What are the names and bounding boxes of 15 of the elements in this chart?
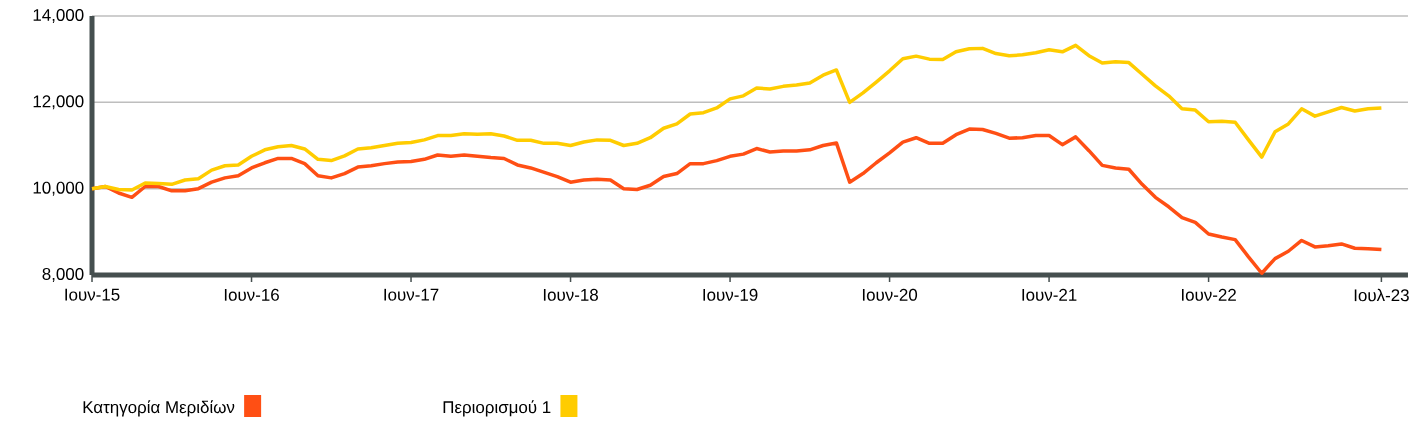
legend-label: Κατηγορία Μεριδίων bbox=[83, 400, 235, 417]
y-tick-label: 8,000 bbox=[42, 268, 84, 282]
x-tick-label: Ιουν-20 bbox=[862, 288, 918, 301]
x-tick-label: Ιουν-22 bbox=[1181, 288, 1236, 301]
x-tick-label: Ιουν-15 bbox=[65, 288, 120, 301]
y-tick-label: 12,000 bbox=[33, 95, 84, 110]
x-tick-label: Ιουν-17 bbox=[384, 288, 439, 301]
x-tick-label: Ιουν-21 bbox=[1022, 288, 1077, 301]
x-tick-label: Ιουν-19 bbox=[703, 288, 758, 301]
x-tick-label: Ιουν-18 bbox=[543, 288, 598, 301]
y-tick-label: 10,000 bbox=[33, 181, 84, 196]
legend-label: Περιορισμού 1 bbox=[443, 400, 551, 417]
y-tick-label: 14,000 bbox=[33, 9, 84, 23]
x-tick-label: Ιουλ-23 bbox=[1354, 288, 1409, 302]
x-tick-label: Ιουν-16 bbox=[224, 288, 279, 301]
